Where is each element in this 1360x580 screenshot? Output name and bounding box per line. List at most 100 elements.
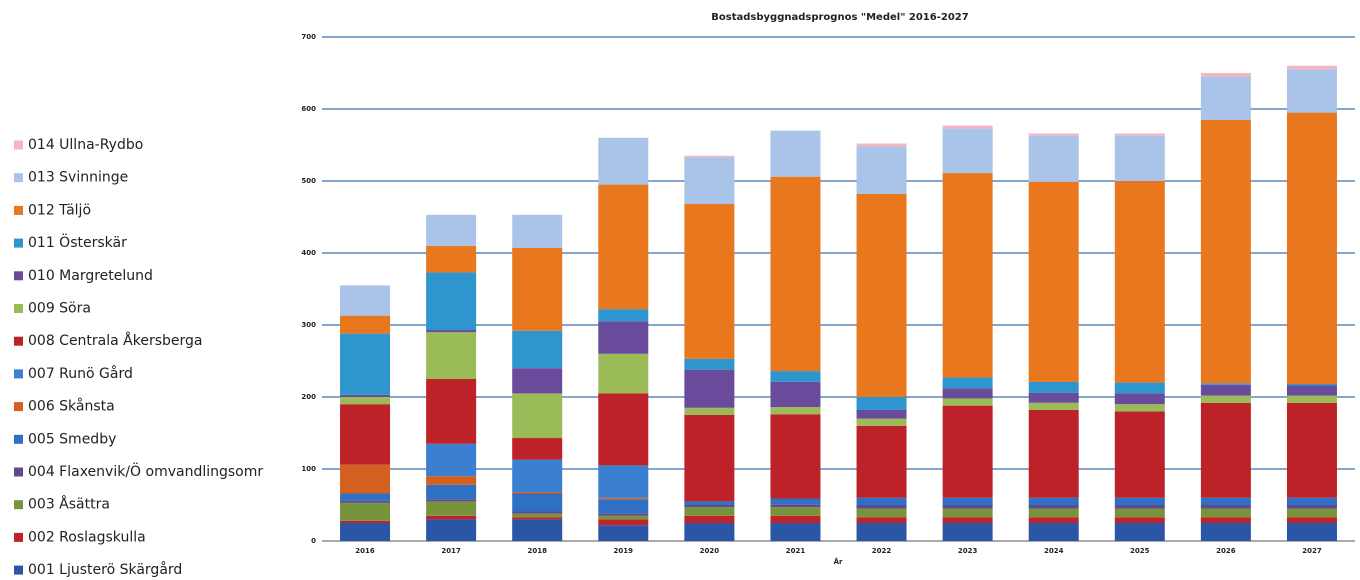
y-tick-label: 0 — [311, 537, 316, 545]
bar-segment — [942, 508, 993, 518]
bar-segment — [1028, 392, 1079, 403]
bar-segment — [1286, 402, 1337, 498]
bar-segment — [1028, 181, 1079, 382]
bar-segment — [426, 476, 477, 485]
bar-segment — [1114, 517, 1165, 523]
y-tick-label: 600 — [301, 105, 316, 113]
bar-segment — [598, 321, 649, 354]
bar-segment — [598, 525, 649, 541]
bar-segment — [856, 193, 907, 397]
legend-swatch — [14, 304, 23, 313]
bar-segment — [340, 523, 391, 541]
bar-segment — [426, 484, 477, 500]
bar-segment — [684, 369, 735, 408]
bar-segment — [598, 513, 649, 516]
x-tick-label: 2027 — [1302, 547, 1322, 555]
legend-label: 009 Söra — [28, 301, 91, 317]
y-tick-label: 500 — [301, 177, 316, 185]
bar-segment — [598, 309, 649, 322]
bar-segment — [340, 333, 391, 395]
bar-segment — [1114, 393, 1165, 405]
bar-segment — [856, 409, 907, 419]
x-tick-label: 2026 — [1216, 547, 1236, 555]
bar-segment — [340, 394, 391, 397]
bar-segment — [426, 443, 477, 477]
bar-segment — [770, 176, 821, 372]
bar-segment — [512, 368, 563, 394]
bar-segment — [512, 438, 563, 460]
bar-segment — [1286, 505, 1337, 509]
bar-segment — [684, 515, 735, 523]
legend-swatch — [14, 173, 23, 183]
bar-segment — [942, 523, 993, 541]
bar-segment — [426, 332, 477, 379]
bar-segment — [512, 393, 563, 439]
legend-label: 008 Centrala Åkersberga — [28, 332, 203, 349]
bar-segment — [1200, 73, 1251, 77]
bar-segment — [770, 507, 821, 516]
bar-segment — [512, 492, 563, 494]
bar-segment — [1200, 383, 1251, 385]
bar-segment — [770, 381, 821, 408]
legend-swatch — [14, 205, 23, 215]
bar-segment — [684, 155, 735, 158]
x-tick-label: 2023 — [958, 547, 978, 555]
legend-label: 006 Skånsta — [28, 398, 115, 415]
bar-segment — [1028, 497, 1079, 505]
legend-label: 004 Flaxenvik/Ö omvandlingsomr — [28, 462, 263, 480]
bar-segment — [1200, 119, 1251, 384]
bar-segment — [598, 515, 649, 520]
legend-label: 003 Åsättra — [28, 496, 110, 513]
bar-segment — [426, 501, 477, 516]
bar-segment — [1200, 523, 1251, 541]
y-tick-label: 400 — [301, 249, 316, 257]
bar-segment — [1028, 133, 1079, 136]
bar-segment — [512, 330, 563, 369]
bar-segment — [340, 500, 391, 503]
bar-segment — [426, 379, 477, 444]
legend-label: 014 Ullna-Rydbo — [28, 137, 143, 153]
bar-segment — [942, 388, 993, 399]
bar-segment — [856, 517, 907, 523]
bar-segment — [770, 504, 821, 508]
bar-segment — [426, 330, 477, 333]
bar-segment — [770, 371, 821, 382]
bar-segment — [856, 508, 907, 518]
bar-segment — [426, 515, 477, 520]
x-tick-label: 2019 — [614, 547, 634, 555]
legend-swatch — [14, 434, 23, 444]
bar-segment — [1114, 508, 1165, 518]
bar-segment — [684, 507, 735, 516]
bar-segment — [1028, 508, 1079, 518]
x-axis-label: År — [834, 557, 843, 566]
bar-segment — [512, 519, 563, 541]
bar-segment — [684, 358, 735, 370]
bar-segment — [1028, 402, 1079, 410]
bar-segment — [1028, 381, 1079, 393]
bar-segment — [684, 157, 735, 205]
bar-segment — [942, 497, 993, 505]
bar-segment — [1286, 508, 1337, 518]
bar-segment — [684, 407, 735, 415]
bar-segment — [856, 523, 907, 541]
legend-swatch — [14, 369, 23, 379]
bar-segment — [426, 499, 477, 502]
bar-segment — [512, 517, 563, 520]
x-tick-label: 2017 — [441, 547, 461, 555]
legend-swatch — [14, 238, 23, 248]
legend-label: 007 Runö Gård — [28, 365, 133, 382]
bar-segment — [856, 425, 907, 498]
bar-segment — [512, 511, 563, 514]
chart-title: Bostadsbyggnadsprognos "Medel" 2016-2027 — [711, 12, 968, 23]
x-tick-label: 2018 — [527, 547, 547, 555]
bar-segment — [770, 130, 821, 177]
bar-segment — [1200, 505, 1251, 509]
bar-segment — [598, 465, 649, 498]
bar-segment — [598, 499, 649, 514]
bar-segment — [1200, 517, 1251, 523]
y-tick-label: 300 — [301, 321, 316, 329]
bar-segment — [770, 414, 821, 499]
legend-swatch — [14, 565, 23, 575]
legend-label: 010 Margretelund — [28, 268, 153, 284]
